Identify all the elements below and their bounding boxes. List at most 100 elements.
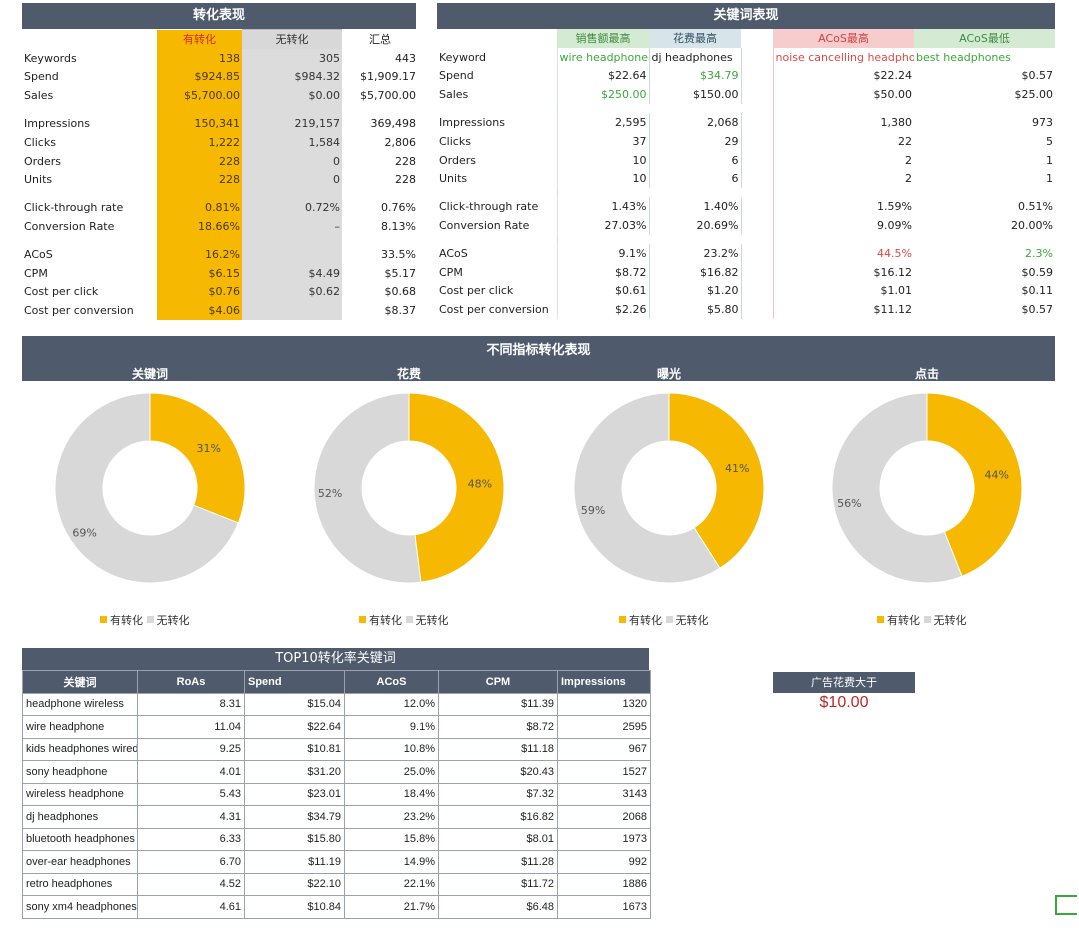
conversion-no-value[interactable]: 0.72% [242, 198, 342, 218]
conversion-no-value[interactable]: $4.49 [242, 263, 342, 283]
keyword-top-sales-value[interactable]: 2,595 [556, 113, 649, 132]
top10-value[interactable]: $16.82 [438, 805, 558, 829]
keyword-acos-low-value[interactable]: 1 [1046, 153, 1053, 167]
top10-value[interactable]: $11.39 [438, 692, 558, 716]
top10-value[interactable]: 1527 [557, 760, 651, 784]
conversion-total-value[interactable]: $0.68 [384, 285, 417, 299]
keyword-acos-high-value[interactable]: 1.59% [772, 197, 914, 217]
conversion-total-value[interactable]: 228 [395, 154, 416, 168]
top10-value[interactable]: 2595 [557, 715, 651, 739]
keyword-acos-high-value[interactable]: $50.00 [772, 85, 914, 105]
donut-slice-converted[interactable] [149, 392, 246, 524]
conversion-yes-value[interactable]: 1,222 [157, 132, 242, 152]
top10-value[interactable]: 6.33 [137, 827, 245, 851]
top10-value[interactable]: $10.84 [244, 895, 345, 919]
conversion-yes-value[interactable]: $6.15 [157, 263, 242, 283]
keyword-top-sales-value[interactable]: $0.61 [556, 281, 649, 301]
top10-value[interactable]: 25.0% [344, 760, 439, 784]
conversion-no-value[interactable]: $0.00 [242, 86, 342, 106]
top10-keyword[interactable]: wire headphone [22, 715, 138, 739]
top10-keyword[interactable]: sony headphone [22, 760, 138, 784]
donut-chart[interactable]: 44% 56% [827, 388, 1027, 588]
conversion-total-value[interactable]: $8.37 [384, 304, 417, 318]
conversion-yes-value[interactable]: $0.76 [157, 282, 242, 302]
keyword-top-sales-value[interactable]: 1.43% [556, 197, 649, 217]
top10-row[interactable]: kids headphones wired 9.25 $10.81 10.8% $11.… [22, 737, 651, 761]
keyword-top-sales-value[interactable]: 10 [556, 169, 649, 189]
conversion-total-value[interactable]: 33.5% [381, 247, 416, 261]
conversion-no-value[interactable]: – [242, 217, 342, 236]
top10-value[interactable]: $11.28 [438, 850, 558, 874]
conversion-yes-value[interactable]: $4.06 [157, 301, 242, 321]
top10-value[interactable]: $7.32 [438, 782, 558, 806]
keyword-top-spend-value[interactable]: 1.40% [648, 197, 742, 217]
keyword-acos-low-value[interactable]: 1 [1046, 172, 1053, 186]
keyword-top-sales-value[interactable]: 37 [556, 131, 649, 151]
conversion-no-value[interactable] [242, 244, 342, 264]
top10-value[interactable]: 6.70 [137, 850, 245, 874]
top10-value[interactable]: $10.81 [244, 737, 345, 761]
conversion-yes-value[interactable]: 228 [157, 170, 242, 190]
top10-value[interactable]: 3143 [557, 782, 651, 806]
keyword-acos-high-value[interactable]: $11.12 [772, 300, 914, 320]
top10-value[interactable]: $8.72 [438, 715, 558, 739]
keyword-acos-high-value[interactable]: 2 [772, 150, 914, 170]
conversion-yes-value[interactable]: 18.66% [157, 217, 242, 236]
top10-value[interactable]: 1320 [557, 692, 651, 716]
keyword-top-spend-value[interactable]: 6 [648, 169, 742, 189]
top10-value[interactable]: 4.31 [137, 805, 245, 829]
keyword-acos-high-value[interactable]: 44.5% [772, 243, 914, 263]
conversion-no-value[interactable]: 219,157 [242, 114, 342, 133]
keyword-acos-high-value[interactable]: 2 [772, 169, 914, 189]
keyword-acos-low-value[interactable]: $0.11 [1021, 284, 1054, 298]
keyword-top-spend-value[interactable]: $150.00 [648, 85, 742, 105]
top10-value[interactable]: $22.10 [244, 872, 345, 896]
keyword-top-spend-value[interactable]: $1.20 [648, 281, 742, 301]
top10-row[interactable]: sony headphone 4.01 $31.20 25.0% $20.43 1527 [22, 760, 651, 784]
top10-value[interactable]: 21.7% [344, 895, 439, 919]
conversion-no-value[interactable] [242, 301, 342, 321]
keyword-acos-low-value[interactable]: 5 [1046, 134, 1053, 148]
conversion-no-value[interactable]: 305 [242, 48, 342, 68]
conversion-no-value[interactable]: 0 [242, 170, 342, 190]
top10-row[interactable]: sony xm4 headphones 4.61 $10.84 21.7% $6.48 1… [22, 895, 651, 919]
top10-value[interactable]: $34.79 [244, 805, 345, 829]
conversion-yes-value[interactable]: 16.2% [157, 244, 242, 264]
donut-chart[interactable]: 41% 59% [569, 388, 769, 588]
cell-cursor[interactable] [1055, 895, 1077, 915]
top10-keyword[interactable]: sony xm4 headphones [22, 895, 138, 919]
donut-slice-not-converted[interactable] [831, 392, 963, 584]
conversion-total-value[interactable]: 443 [395, 51, 416, 65]
keyword-top-spend-value[interactable]: $5.80 [648, 300, 742, 320]
keyword-top-sales-value[interactable]: wire headphone [556, 47, 649, 67]
top10-value[interactable]: $23.01 [244, 782, 345, 806]
top10-value[interactable]: 9.25 [137, 737, 245, 761]
keyword-top-spend-value[interactable]: 2,068 [648, 113, 742, 132]
top10-value[interactable]: 12.0% [344, 692, 439, 716]
keyword-acos-low-value[interactable]: best headphones [916, 50, 1011, 64]
top10-value[interactable]: 1886 [557, 872, 651, 896]
top10-value[interactable]: 967 [557, 737, 651, 761]
top10-value[interactable]: $20.43 [438, 760, 558, 784]
donut-slice-converted[interactable] [668, 392, 765, 569]
top10-row[interactable]: dj headphones 4.31 $34.79 23.2% $16.82 2068 [22, 805, 651, 829]
top10-value[interactable]: $15.80 [244, 827, 345, 851]
top10-value[interactable]: $15.04 [244, 692, 345, 716]
top10-value[interactable]: $11.18 [438, 737, 558, 761]
top10-value[interactable]: $31.20 [244, 760, 345, 784]
top10-row[interactable]: headphone wireless 8.31 $15.04 12.0% $11.39 1… [22, 692, 651, 716]
top10-value[interactable]: $11.19 [244, 850, 345, 874]
keyword-top-sales-value[interactable]: 9.1% [556, 243, 649, 263]
top10-value[interactable]: 992 [557, 850, 651, 874]
top10-keyword[interactable]: headphone wireless [22, 692, 138, 716]
keyword-top-spend-value[interactable]: $16.82 [648, 262, 742, 282]
top10-value[interactable]: 18.4% [344, 782, 439, 806]
conversion-total-value[interactable]: 228 [395, 173, 416, 187]
top10-keyword[interactable]: kids headphones wired [22, 737, 138, 761]
top10-keyword[interactable]: over-ear headphones [22, 850, 138, 874]
top10-value[interactable]: 14.9% [344, 850, 439, 874]
keyword-acos-high-value[interactable]: 22 [772, 131, 914, 151]
conversion-total-value[interactable]: 2,806 [384, 135, 417, 149]
keyword-top-sales-value[interactable]: $22.64 [556, 66, 649, 86]
top10-value[interactable]: 22.1% [344, 872, 439, 896]
